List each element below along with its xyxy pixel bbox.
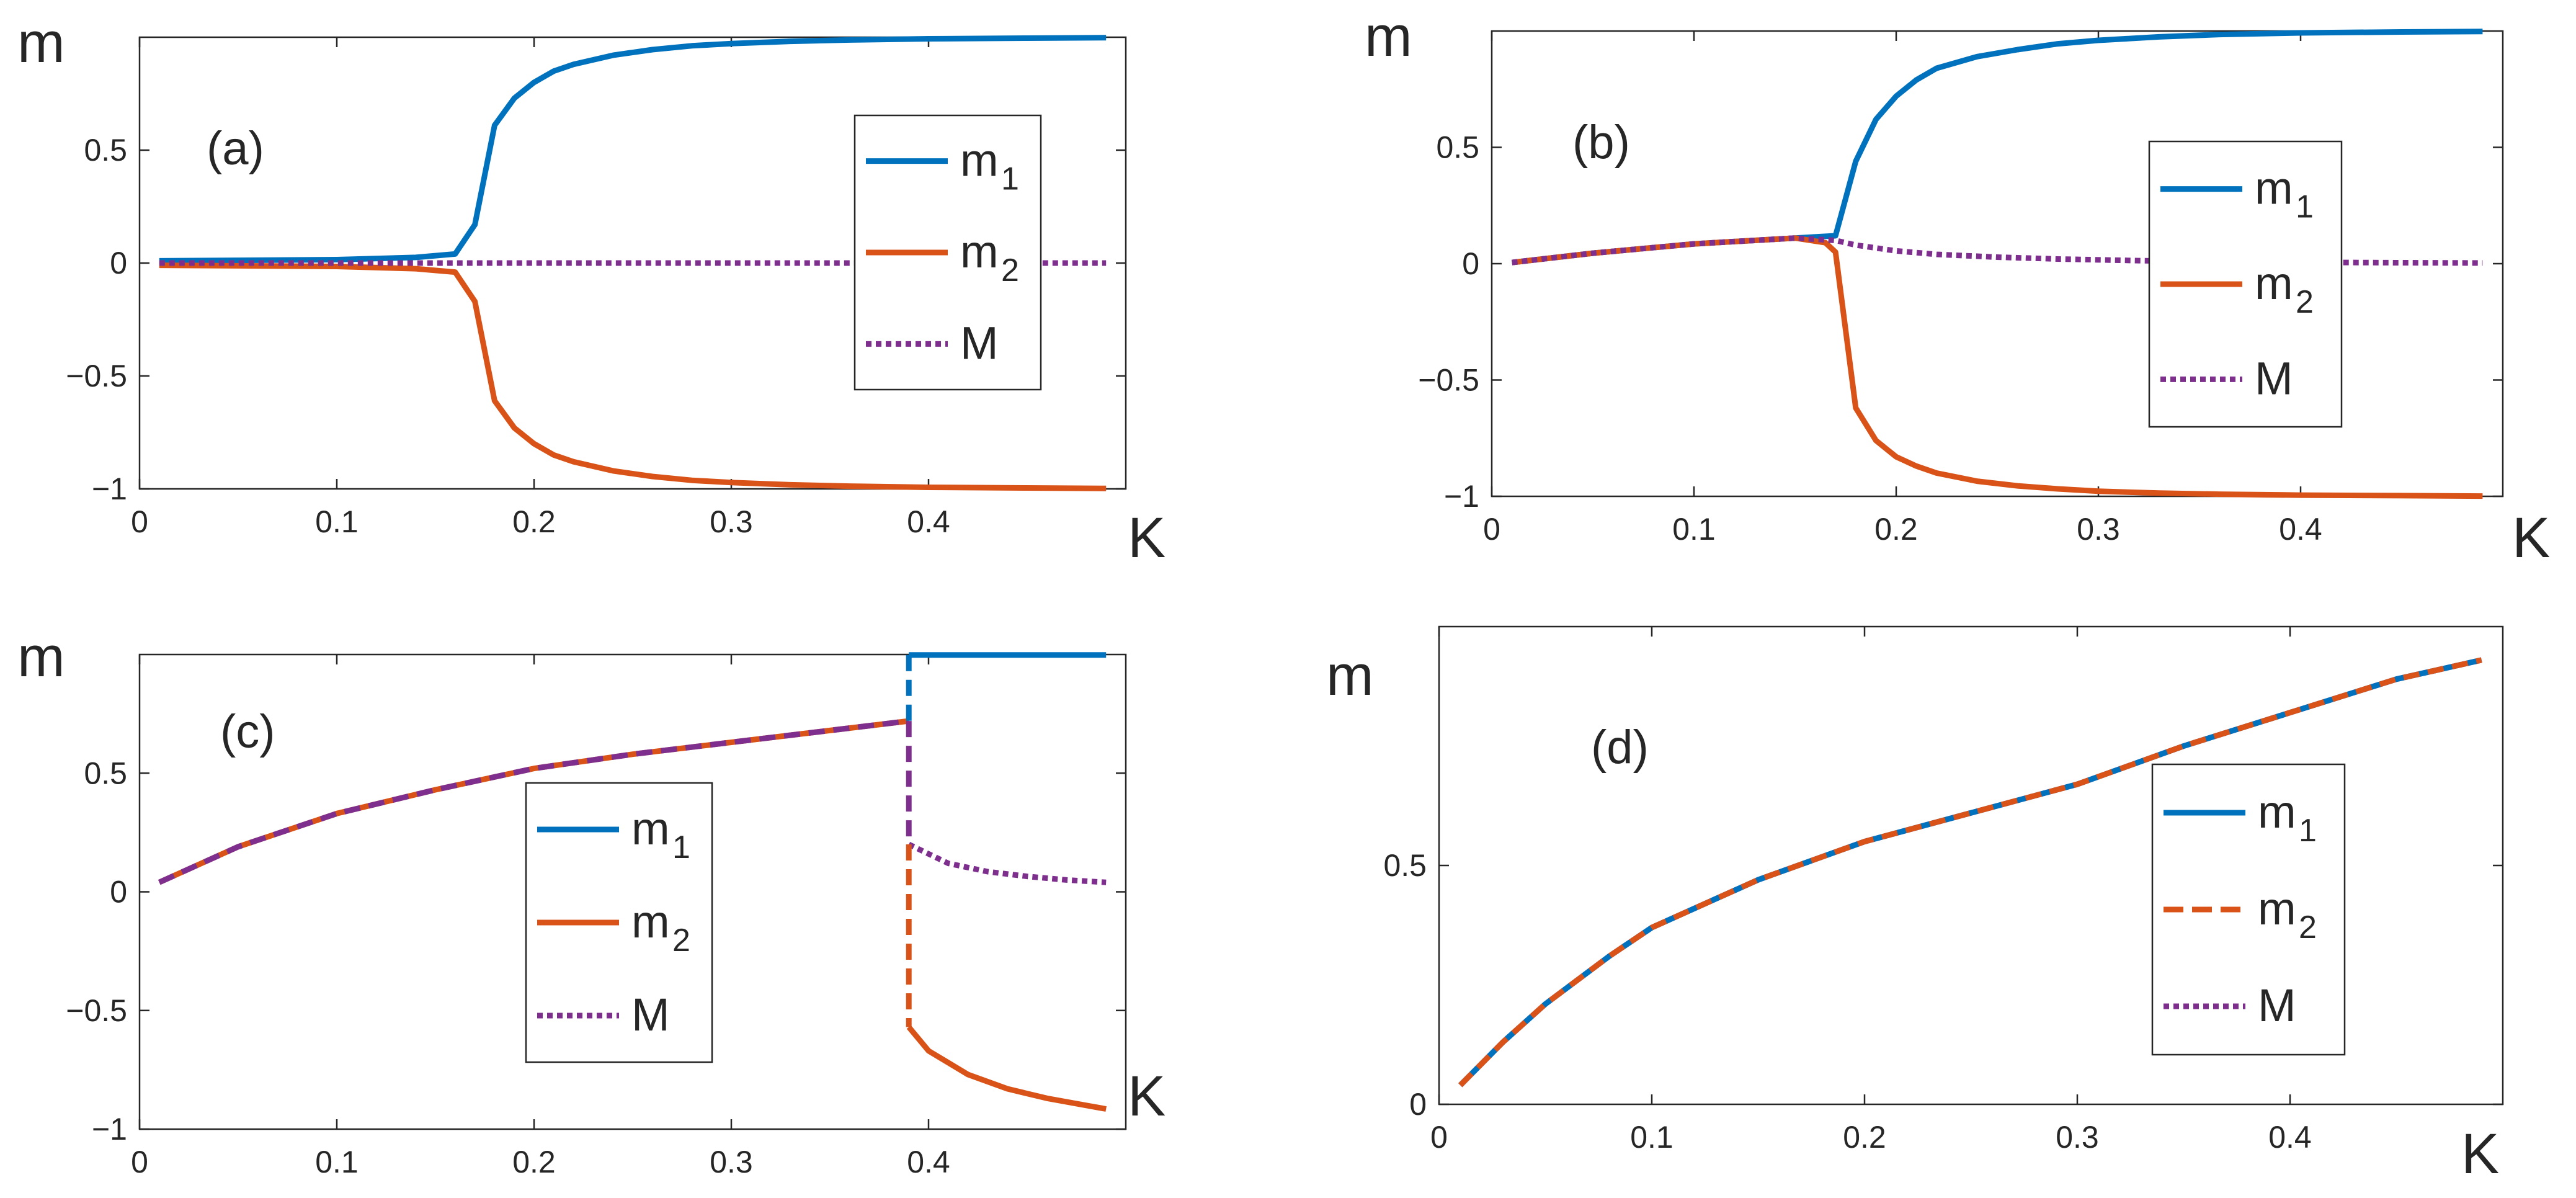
x-tick-label: 0.3	[710, 1145, 753, 1179]
legend-entry-label: m	[2258, 883, 2296, 934]
x-tick-label: 0	[1430, 1120, 1448, 1155]
y-axis-label: m	[1326, 644, 1374, 707]
x-tick-label: 0.4	[2279, 512, 2322, 547]
x-axis-label: K	[2512, 506, 2550, 570]
legend: m 1m 2M	[2148, 140, 2343, 428]
y-tick-label: 0	[110, 875, 127, 910]
series-line-M-after	[907, 841, 1107, 885]
x-axis-label: K	[1128, 506, 1165, 570]
y-tick-label: 0.5	[84, 133, 127, 168]
legend-entry-label: m	[960, 226, 999, 277]
legend-entry-label: M	[960, 317, 999, 369]
legend-entry-label: m	[631, 896, 670, 947]
series-line-m1	[159, 35, 1107, 264]
legend: m 1m 2M	[2151, 763, 2346, 1056]
y-axis-label: m	[17, 11, 65, 74]
x-tick-label: 0	[131, 1145, 148, 1179]
y-axis-label: m	[17, 625, 65, 689]
y-tick-label: 0	[110, 246, 127, 280]
x-tick-label: 0.2	[512, 1145, 556, 1179]
legend-entry-label: M	[2258, 980, 2296, 1031]
legend-entry-label: m	[2255, 163, 2293, 214]
x-tick-label: 0.2	[1874, 512, 1918, 547]
legend-entry-label: M	[2255, 352, 2293, 404]
x-tick-label: 0.3	[710, 504, 753, 539]
series-line-M	[1512, 235, 2483, 266]
legend-entry-label: M	[631, 989, 670, 1040]
x-tick-label: 0.2	[1843, 1120, 1886, 1155]
y-tick-label: 0.5	[1383, 848, 1427, 883]
x-tick-label: 0.1	[1630, 1120, 1674, 1155]
y-tick-label: 0	[1409, 1087, 1427, 1122]
legend-entry-label: m	[2258, 786, 2296, 838]
x-tick-label: 0.4	[907, 1145, 950, 1179]
panel-label: (d)	[1591, 721, 1649, 774]
series-line-m2	[1458, 657, 2482, 1088]
panel-label: (c)	[220, 705, 275, 758]
x-tick-label: 0.2	[512, 504, 556, 539]
x-tick-label: 0	[1483, 512, 1500, 547]
legend-entry-subscript: 2	[2299, 910, 2317, 945]
chart-panel-b: 0 0.1 0.2 0.3 0.40.50−0.5−1mK(b)m 1m 2M	[1365, 5, 2550, 570]
series-line-m2	[906, 1025, 1107, 1112]
y-tick-label: 0.5	[84, 756, 127, 790]
y-tick-label: −0.5	[66, 993, 127, 1028]
legend-entry-subscript: 2	[672, 923, 690, 959]
series-line-M	[158, 718, 909, 885]
legend: m 1m 2M	[853, 114, 1042, 391]
y-tick-label: −0.5	[1418, 363, 1479, 398]
x-axis-label: K	[2461, 1122, 2499, 1186]
legend: m 1m 2M	[525, 782, 713, 1063]
legend-entry-subscript: 1	[2296, 189, 2314, 225]
legend-entry-label: m	[960, 135, 999, 186]
x-axis-label: K	[1128, 1065, 1165, 1128]
chart-panel-a: 0 0.1 0.2 0.3 0.40.50−0.5−1mK(a) m 1m 2M	[17, 11, 1165, 570]
x-tick-label: 0.1	[315, 1145, 359, 1179]
x-tick-label: 0.3	[2056, 1120, 2099, 1155]
panel-label: (b)	[1572, 116, 1630, 169]
y-tick-label: −1	[92, 472, 127, 506]
legend-entry-subscript: 2	[2296, 284, 2314, 320]
y-tick-label: 0.5	[1436, 130, 1479, 165]
panel-label: (a)	[207, 122, 264, 175]
y-tick-label: −1	[1444, 479, 1479, 514]
chart-panel-c: 0 0.1 0.2 0.3 0.40.50−0.5−1mK(c)m 1m 2M	[17, 625, 1165, 1179]
legend-entry-subscript: 1	[2299, 813, 2317, 849]
x-tick-label: 0.1	[315, 504, 359, 539]
legend-entry-subscript: 1	[1001, 161, 1019, 197]
x-tick-label: 0	[131, 504, 148, 539]
legend-entry-subscript: 2	[1001, 253, 1019, 288]
legend-entry-subscript: 1	[672, 829, 690, 865]
legend-entry-label: m	[631, 803, 670, 854]
y-axis-label: m	[1365, 5, 1412, 68]
y-tick-label: 0	[1462, 246, 1479, 281]
legend-entry-label: m	[2255, 257, 2293, 309]
x-tick-label: 0.1	[1672, 512, 1716, 547]
x-tick-label: 0.3	[2077, 512, 2120, 547]
axes-box	[1491, 30, 2504, 498]
y-tick-label: −0.5	[66, 359, 127, 393]
x-tick-label: 0.4	[2268, 1120, 2312, 1155]
y-tick-label: −1	[92, 1112, 127, 1147]
x-tick-label: 0.4	[907, 504, 950, 539]
series-line-m2	[159, 262, 1107, 491]
